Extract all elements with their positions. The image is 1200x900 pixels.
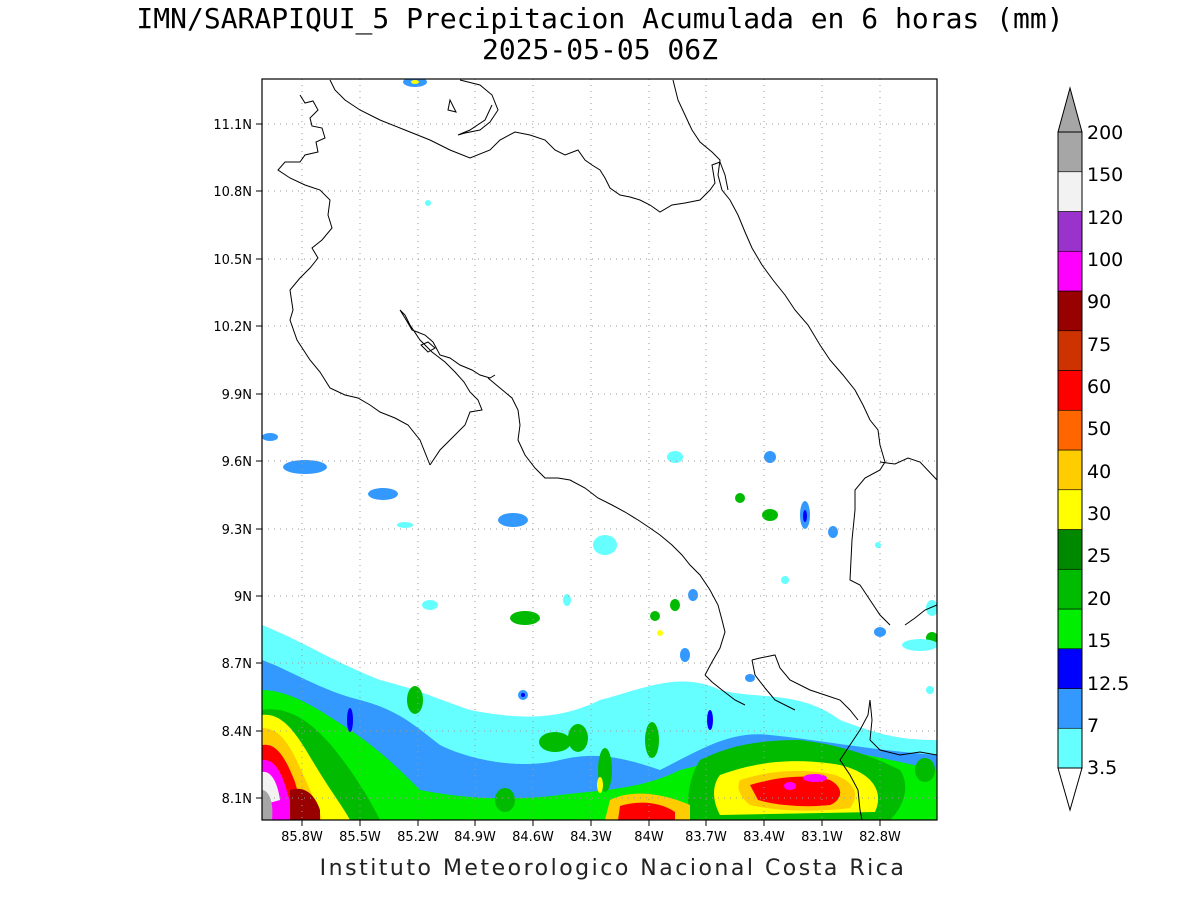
colorbar-label: 20 <box>1087 588 1111 610</box>
axis-tick-marks <box>256 123 881 826</box>
colorbar-label: 75 <box>1087 334 1111 356</box>
colorbar-swatch <box>1057 290 1083 332</box>
precipitation-field <box>262 79 937 820</box>
colorbar-swatch <box>1057 489 1083 530</box>
colorbar-swatch <box>1057 409 1083 451</box>
colorbar-swatch <box>1057 171 1083 212</box>
colorbar-low-triangle <box>1057 767 1083 812</box>
lat-tick-label: 9.6N <box>222 455 252 470</box>
lat-tick-label: 11.1N <box>213 118 252 133</box>
lat-tick-label: 8.4N <box>222 725 252 740</box>
colorbar-label: 7 <box>1087 715 1099 737</box>
colorbar-swatch <box>1057 370 1083 411</box>
lat-tick-label: 9.3N <box>222 523 252 538</box>
lon-tick-label: 83.1W <box>801 830 843 845</box>
chart-title: IMN/SARAPIQUI_5 Precipitacion Acumulada … <box>136 2 1064 35</box>
colorbar-label: 12.5 <box>1087 673 1129 695</box>
lat-tick-label: 9.9N <box>222 388 252 403</box>
colorbar-label: 100 <box>1087 249 1123 271</box>
colorbar-outline <box>1057 131 1083 769</box>
lat-tick-label: 10.8N <box>213 185 252 200</box>
map-frame <box>261 78 938 821</box>
colorbar-label: 90 <box>1087 291 1111 313</box>
lat-tick-label: 9N <box>234 590 252 605</box>
lat-tick-label: 10.5N <box>213 253 252 268</box>
lon-tick-label: 84.6W <box>512 830 554 845</box>
lon-tick-label: 82.8W <box>859 830 901 845</box>
lon-tick-label: 85.5W <box>339 830 381 845</box>
colorbar-label: 60 <box>1087 376 1111 398</box>
lon-tick-label: 83.7W <box>685 830 727 845</box>
coastline-borders <box>277 79 937 820</box>
colorbar-label: 200 <box>1087 122 1123 144</box>
lon-tick-label: 84W <box>634 830 664 845</box>
colorbar-swatch <box>1057 529 1083 570</box>
colorbar-swatch <box>1057 250 1083 292</box>
lon-tick-label: 85.8W <box>281 830 323 845</box>
lon-tick-label: 84.9W <box>454 830 496 845</box>
colorbar-swatch <box>1057 608 1083 650</box>
colorbar-label: 40 <box>1087 461 1111 483</box>
colorbar-high-triangle <box>1057 86 1083 133</box>
colorbar-label: 3.5 <box>1087 757 1117 779</box>
colorbar-swatch <box>1057 688 1083 729</box>
colorbar-swatch <box>1057 330 1083 371</box>
lat-tick-label: 10.2N <box>213 320 252 335</box>
colorbar-label: 150 <box>1087 164 1123 186</box>
colorbar-label: 15 <box>1087 630 1111 652</box>
lon-tick-label: 85.2W <box>397 830 439 845</box>
lat-tick-label: 8.7N <box>222 657 252 672</box>
chart-subtitle-date: 2025-05-05 06Z <box>481 33 718 66</box>
colorbar-swatch <box>1057 131 1083 173</box>
colorbar-label: 50 <box>1087 418 1111 440</box>
colorbar-label: 25 <box>1087 545 1111 567</box>
colorbar-swatch <box>1057 568 1083 610</box>
footer-credit: Instituto Meteorologico Nacional Costa R… <box>319 856 907 881</box>
colorbar: 3.5 7 12.5 15 20 25 30 40 50 60 75 90 10… <box>1057 86 1129 812</box>
colorbar-label: 30 <box>1087 503 1111 525</box>
lat-tick-label: 8.1N <box>222 792 252 807</box>
lon-tick-label: 84.3W <box>570 830 612 845</box>
colorbar-swatch <box>1057 211 1083 252</box>
colorbar-swatch <box>1057 648 1083 689</box>
lon-tick-label: 83.4W <box>743 830 785 845</box>
colorbar-swatch <box>1057 449 1083 491</box>
colorbar-swatch <box>1057 727 1083 769</box>
colorbar-label: 120 <box>1087 207 1123 229</box>
